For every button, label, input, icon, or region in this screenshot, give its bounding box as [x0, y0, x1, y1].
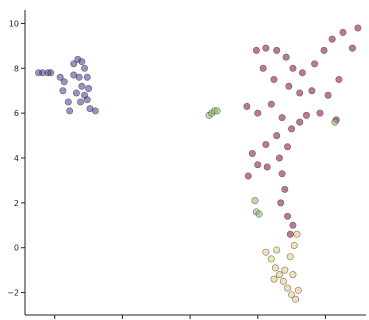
scatter-point	[248, 150, 256, 158]
scatter-point	[70, 60, 78, 68]
scatter-point	[267, 255, 275, 263]
scatter-point	[289, 64, 297, 72]
scatter-point	[85, 84, 93, 92]
scatter-point	[83, 73, 91, 81]
scatter-point	[282, 53, 290, 61]
scatter-point	[285, 82, 293, 90]
scatter-point	[263, 163, 271, 171]
scatter-point	[288, 125, 296, 133]
scatter-point	[293, 230, 301, 238]
scatter-point	[298, 69, 306, 77]
y-tick-label: 0	[14, 244, 19, 253]
y-tick-label: 6	[14, 109, 19, 118]
scatter-point	[273, 132, 281, 140]
scatter-point	[273, 46, 281, 54]
scatter-point	[70, 71, 78, 79]
scatter-point	[271, 264, 279, 272]
scatter-point	[311, 60, 319, 68]
scatter-point	[308, 87, 316, 95]
scatter-point	[262, 248, 270, 256]
scatter-point	[294, 286, 302, 294]
scatter-point	[259, 64, 267, 72]
scatter-point	[331, 118, 339, 126]
scatter-point	[288, 291, 296, 299]
scatter-point	[278, 114, 286, 122]
scatter-point	[78, 82, 86, 90]
scatter-point	[72, 89, 80, 97]
scatter-point	[273, 246, 281, 254]
scatter-point	[66, 107, 74, 115]
y-axis-ticks: −2 0 2 4 6 8 10	[7, 19, 25, 298]
scatter-point	[284, 284, 292, 292]
scatter-point	[324, 91, 332, 99]
series-0	[35, 55, 99, 115]
y-tick-label: −2	[7, 289, 19, 298]
scatter-point	[289, 221, 297, 229]
scatter-point	[290, 241, 298, 249]
scatter-point	[335, 76, 343, 84]
scatter-point	[277, 199, 285, 207]
scatter-point	[279, 277, 287, 285]
scatter-point	[270, 275, 278, 283]
scatter-point	[252, 46, 260, 54]
scatter-point	[254, 161, 262, 169]
scatter-point	[262, 44, 270, 52]
scatter-point	[251, 197, 259, 205]
y-tick-label: 4	[14, 154, 19, 163]
scatter-point	[292, 295, 300, 303]
series-2	[262, 230, 302, 303]
scatter-point	[296, 89, 304, 97]
scatter-point	[47, 69, 55, 77]
scatter-point	[354, 24, 362, 32]
scatter-point	[267, 100, 275, 108]
scatter-point	[281, 266, 289, 274]
points-layer	[35, 24, 362, 303]
series-3	[205, 107, 339, 218]
scatter-point	[213, 107, 221, 115]
axes: −2 0 2 4 6 8 10 −5051015	[7, 10, 366, 319]
scatter-point	[76, 98, 84, 106]
x-axis-ticks: −5051015	[54, 315, 326, 319]
series-1	[243, 24, 362, 238]
scatter-point	[243, 102, 251, 110]
scatter-point	[91, 107, 99, 115]
scatter-point	[59, 87, 67, 95]
scatter-point	[60, 78, 68, 86]
scatter-point	[254, 109, 262, 117]
scatter-point	[296, 118, 304, 126]
scatter-point	[244, 172, 252, 180]
scatter-point	[78, 58, 86, 66]
scatter-point	[316, 109, 324, 117]
scatter-point	[64, 98, 72, 106]
scatter-point	[328, 35, 336, 43]
scatter-point	[348, 44, 356, 52]
scatter-point	[255, 210, 263, 218]
scatter-point	[289, 271, 297, 279]
scatter-point	[284, 143, 292, 151]
scatter-point	[81, 91, 89, 99]
scatter-point	[56, 73, 64, 81]
scatter-point	[278, 170, 286, 178]
scatter-point	[302, 111, 310, 119]
scatter-point	[286, 253, 294, 261]
scatter-point	[284, 212, 292, 220]
y-tick-label: 10	[9, 19, 19, 28]
scatter-point	[275, 154, 283, 162]
scatter-point	[286, 230, 294, 238]
scatter-point	[320, 46, 328, 54]
scatter-point	[339, 28, 347, 36]
scatter-point	[81, 64, 89, 72]
y-tick-label: 2	[14, 199, 19, 208]
scatter-point	[275, 271, 283, 279]
scatter-point	[281, 185, 289, 193]
scatter-point	[270, 76, 278, 84]
y-tick-label: 8	[14, 64, 19, 73]
scatter-point	[262, 141, 270, 149]
